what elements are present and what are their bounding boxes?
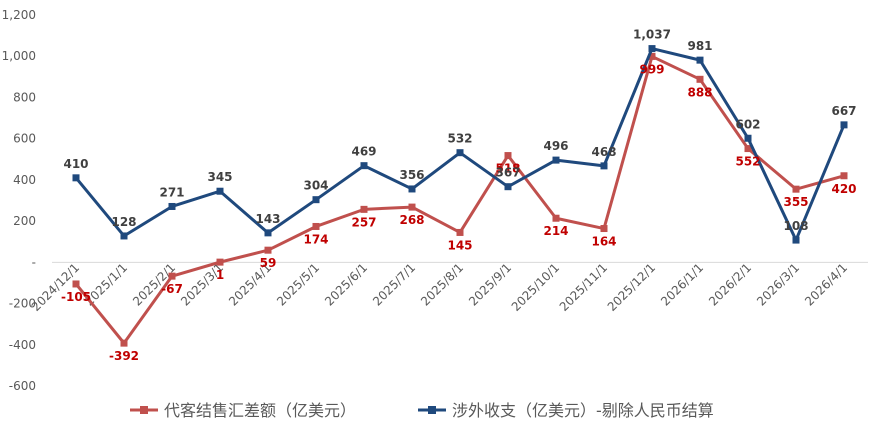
series-0-data-label: 257 [351, 215, 376, 229]
series-0-point [408, 203, 416, 211]
legend: 代客结售汇差额（亿美元） 涉外收支（亿美元）-剔除人民币结算 [130, 401, 714, 420]
x-tick-label: 2025/5/1 [274, 261, 322, 309]
series-1-data-label: 345 [207, 170, 232, 184]
y-tick-label: 1,200 [2, 8, 36, 22]
legend-label-1: 涉外收支（亿美元）-剔除人民币结算 [452, 401, 714, 420]
series-0-data-label: 552 [735, 155, 760, 169]
series-1-data-label: 128 [111, 215, 136, 229]
series-1-data-label: 1,037 [633, 28, 671, 42]
y-tick-label: -600 [9, 379, 36, 393]
series-0-point [600, 225, 608, 233]
series-0-point [72, 280, 80, 288]
series-1-data-label: 410 [63, 157, 88, 171]
series-1-data-label: 667 [831, 104, 856, 118]
x-tick-label: 2025/8/1 [418, 261, 466, 309]
series-1-data-label: 304 [303, 179, 328, 193]
series-0-data-label: 164 [591, 235, 616, 249]
series-0-point [216, 258, 224, 266]
series-0-point [264, 246, 272, 254]
series-1-data-label: 602 [735, 117, 760, 131]
series-0-point [168, 272, 176, 280]
series-0-data-label: 518 [495, 162, 520, 176]
series-0-point [312, 222, 320, 230]
series-lines [72, 45, 848, 347]
y-tick-label: 400 [13, 173, 36, 187]
y-tick-label: 800 [13, 90, 36, 104]
series-1-data-label: 981 [687, 39, 712, 53]
y-tick-label: 1,000 [2, 49, 36, 63]
series-1-data-label: 356 [399, 168, 424, 182]
series-0-data-label: 268 [399, 213, 424, 227]
series-0-point [456, 228, 464, 236]
series-1-data-label: 143 [255, 212, 280, 226]
series-1-point [744, 134, 752, 142]
series-1-point [264, 229, 272, 237]
series-1-point [408, 185, 416, 193]
legend-item-0: 代客结售汇差额（亿美元） [130, 401, 356, 420]
series-1-point [216, 187, 224, 195]
series-1-point [168, 202, 176, 210]
x-tick-label: 2025/11/1 [557, 261, 610, 314]
series-1-point [552, 156, 560, 164]
x-tick-label: 2026/1/1 [658, 261, 706, 309]
series-0-data-label: 1 [216, 268, 224, 282]
series-0-point [792, 185, 800, 193]
series-1-point [312, 196, 320, 204]
series-0-data-label: 355 [783, 195, 808, 209]
y-tick-label: - [32, 255, 36, 269]
series-1-point [840, 121, 848, 129]
series-0-data-label: 174 [303, 232, 328, 246]
x-tick-label: 2026/4/1 [802, 261, 850, 309]
series-0-point [648, 52, 656, 60]
series-0-data-label: 888 [687, 85, 712, 99]
series-0-data-label: -392 [109, 349, 139, 363]
series-0-point [696, 75, 704, 83]
y-tick-label: -400 [9, 338, 36, 352]
series-1-point [648, 45, 656, 53]
series-0-point [552, 214, 560, 222]
series-1-point [504, 183, 512, 191]
series-1-data-label: 496 [543, 139, 568, 153]
y-tick-label: 600 [13, 132, 36, 146]
series-0-point [120, 339, 128, 347]
x-tick-label: 2025/7/1 [370, 261, 418, 309]
legend-item-1: 涉外收支（亿美元）-剔除人民币结算 [418, 401, 714, 420]
series-1-data-label: 367 [495, 166, 520, 180]
y-tick-label: -200 [9, 297, 36, 311]
series-0-data-label: 59 [260, 256, 277, 270]
legend-label-0: 代客结售汇差额（亿美元） [164, 401, 356, 420]
series-0-data-label: 420 [831, 182, 856, 196]
series-0-data-label: 145 [447, 238, 472, 252]
series-1-data-label: 108 [783, 219, 808, 233]
series-1-data-label: 271 [159, 185, 184, 199]
x-tick-label: 2025/9/1 [466, 261, 514, 309]
series-0-point [360, 205, 368, 213]
data-labels: -105 -392 -67 1 59 174 257 268 145 518 214 164 999 88… [61, 28, 857, 364]
series-1-point [600, 162, 608, 170]
series-1-point [120, 232, 128, 240]
x-tick-label: 2025/6/1 [322, 261, 370, 309]
series-1-point [792, 236, 800, 244]
y-tick-label: 200 [13, 214, 36, 228]
series-0-data-label: 214 [543, 224, 568, 238]
series-0-point [840, 172, 848, 180]
series-1-point [360, 162, 368, 170]
series-1-data-label: 468 [591, 145, 616, 159]
x-tick-label: 2026/2/1 [706, 261, 754, 309]
series-1-point [72, 174, 80, 182]
series-0-data-label: -67 [161, 282, 183, 296]
x-tick-label: 2026/3/1 [754, 261, 802, 309]
series-1-point [456, 149, 464, 157]
series-0-point [504, 152, 512, 160]
series-0-point [744, 145, 752, 153]
series-0-data-label: 999 [639, 62, 664, 76]
x-tick-label: 2025/12/1 [605, 261, 658, 314]
series-1-data-label: 469 [351, 145, 376, 159]
series-0-data-label: -105 [61, 290, 91, 304]
x-tick-label: 2025/10/1 [509, 261, 562, 314]
series-1-data-label: 532 [447, 132, 472, 146]
series-1-point [696, 56, 704, 64]
